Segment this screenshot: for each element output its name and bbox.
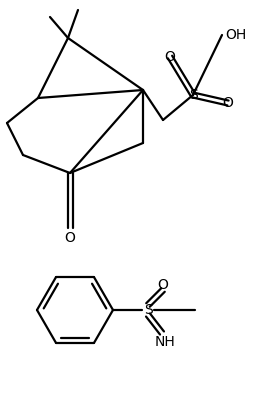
Text: O: O bbox=[65, 231, 76, 245]
Text: OH: OH bbox=[225, 28, 246, 42]
Text: S: S bbox=[144, 303, 152, 317]
Text: S: S bbox=[189, 88, 197, 102]
Text: NH: NH bbox=[155, 335, 175, 349]
Text: O: O bbox=[164, 50, 175, 64]
Text: O: O bbox=[158, 278, 168, 292]
Text: O: O bbox=[223, 96, 233, 110]
